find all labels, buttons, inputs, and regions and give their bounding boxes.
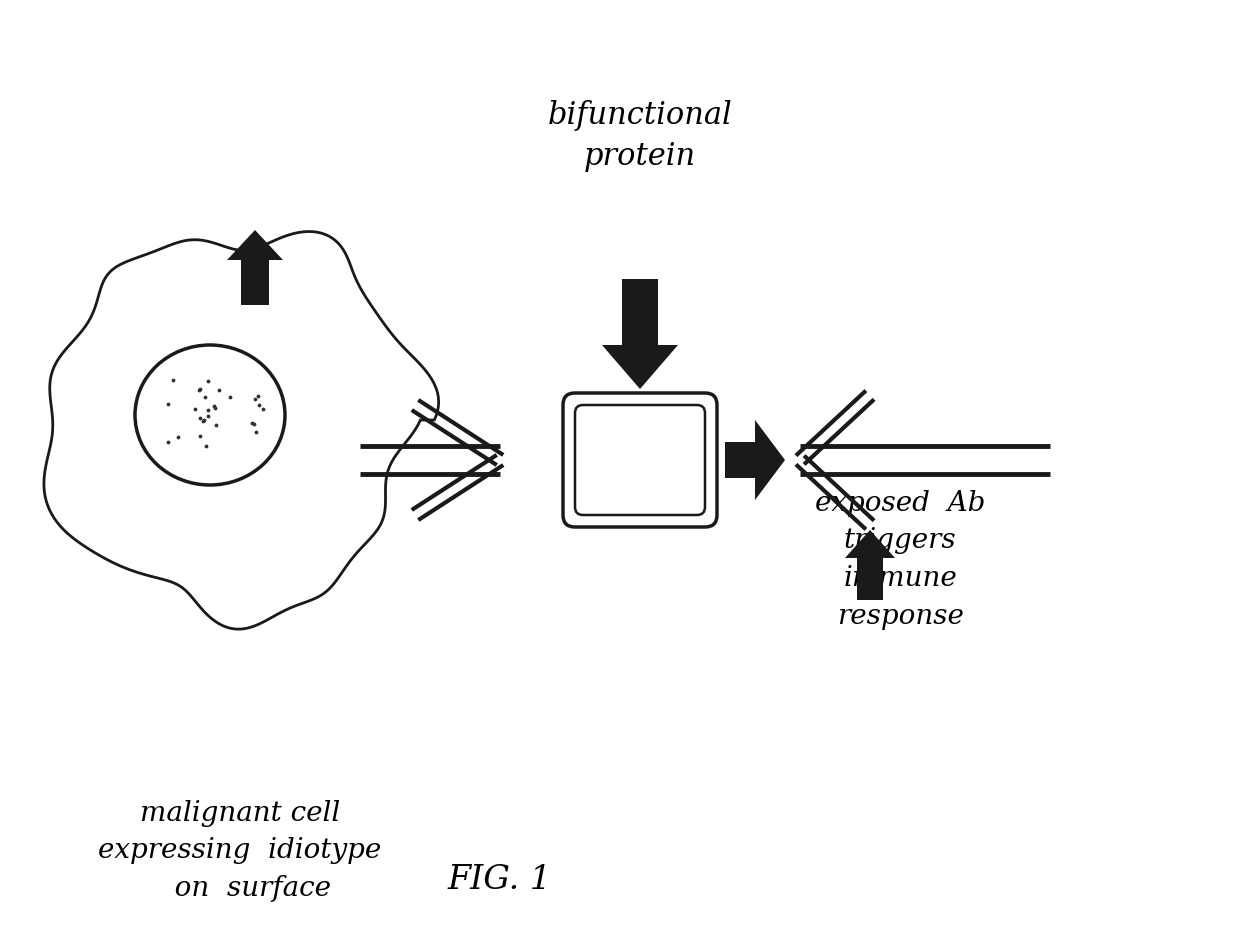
Polygon shape: [227, 230, 283, 305]
Polygon shape: [725, 420, 785, 500]
Ellipse shape: [135, 345, 285, 485]
FancyBboxPatch shape: [563, 393, 717, 527]
Polygon shape: [844, 530, 895, 600]
Text: malignant cell
expressing  idiotype
   on  surface: malignant cell expressing idiotype on su…: [98, 800, 382, 902]
Text: bifunctional
protein: bifunctional protein: [548, 100, 733, 172]
Text: FIG. 1: FIG. 1: [448, 864, 552, 896]
FancyBboxPatch shape: [575, 405, 706, 515]
Polygon shape: [601, 279, 678, 389]
Text: exposed  Ab
triggers
immune
response: exposed Ab triggers immune response: [815, 490, 986, 630]
Polygon shape: [43, 232, 439, 629]
